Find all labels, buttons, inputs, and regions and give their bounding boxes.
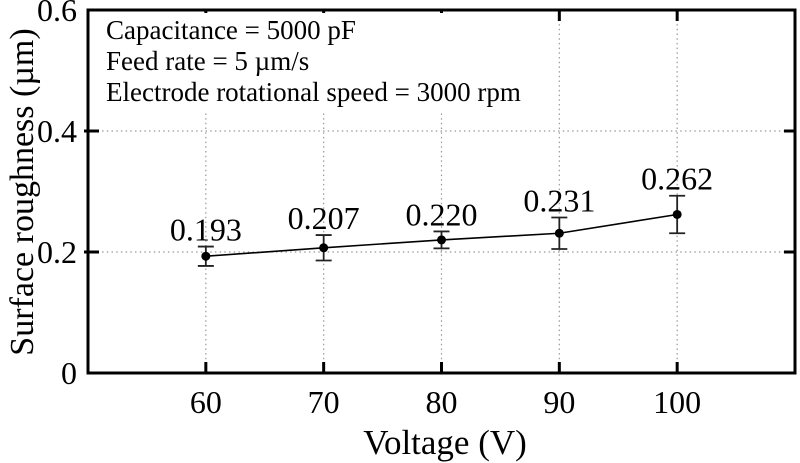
data-point-marker	[672, 209, 682, 219]
x-tick-label: 70	[307, 384, 340, 420]
annotation-line-feed-rate: Feed rate = 5 µm/s	[106, 46, 310, 76]
annotation-line-rotational-speed: Electrode rotational speed = 3000 rpm	[106, 77, 521, 107]
data-point-marker	[437, 235, 446, 245]
x-tick-label: 100	[653, 384, 702, 420]
y-tick-label: 0	[61, 355, 77, 391]
data-point-marker	[201, 251, 211, 261]
y-tick-label: 0.2	[37, 234, 77, 270]
y-axis-title: Surface roughness (µm)	[4, 28, 41, 356]
point-value-label: 0.193	[170, 212, 242, 248]
point-value-label: 0.220	[406, 196, 478, 232]
data-point-marker	[319, 243, 329, 253]
x-axis-title: Voltage (V)	[363, 423, 527, 462]
data-point-marker	[554, 228, 564, 238]
point-value-label: 0.231	[523, 183, 595, 219]
x-tick-label: 90	[543, 384, 576, 420]
y-tick-label: 0.6	[37, 0, 77, 28]
annotation-line-capacitance: Capacitance = 5000 pF	[106, 15, 356, 45]
point-value-label: 0.207	[288, 200, 360, 236]
y-tick-label: 0.4	[37, 113, 77, 149]
x-tick-label: 60	[189, 384, 222, 420]
point-value-label: 0.262	[641, 161, 713, 197]
x-tick-label: 80	[425, 384, 458, 420]
annotation-box: Capacitance = 5000 pF Feed rate = 5 µm/s…	[97, 13, 531, 112]
